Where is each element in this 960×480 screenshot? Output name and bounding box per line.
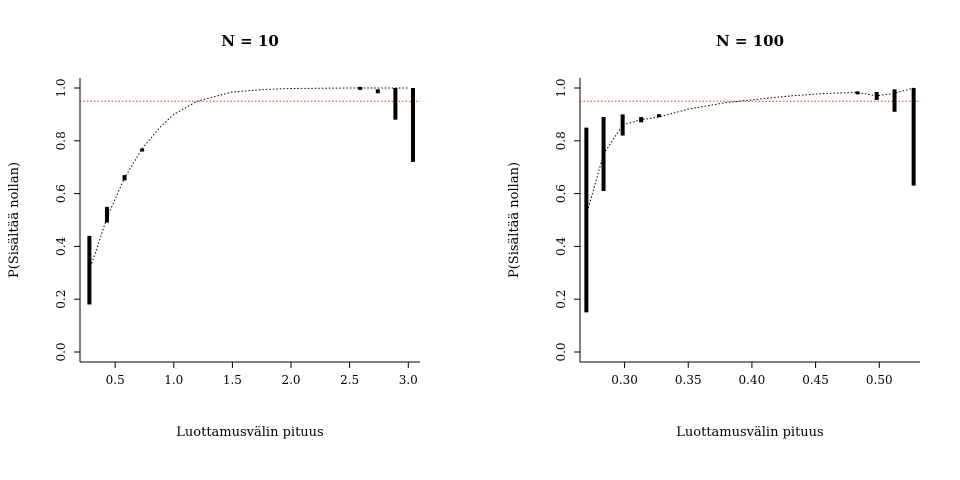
- x-tick-label: 0.30: [611, 373, 638, 387]
- y-tick-label: 0.8: [554, 131, 568, 150]
- y-tick-label: 0.4: [54, 236, 68, 255]
- chart-title: N = 100: [716, 32, 784, 50]
- x-tick-label: 2.5: [340, 373, 359, 387]
- series-curve: [585, 87, 914, 215]
- y-tick-label: 0.8: [54, 131, 68, 150]
- x-tick-label: 2.0: [281, 373, 300, 387]
- chart-panel-2: N = 100 0.30 0.35 0.40 0.45 0.50 0.0 0.2 0.4 0.6 0…: [507, 32, 920, 440]
- x-tick-label: 1.5: [223, 373, 242, 387]
- x-tick-label: 0.35: [675, 373, 702, 387]
- chart-panel-1: N = 10 0.5 1.0 1.5 2.0 2.5 3.0 0.0 0.2 0.4 0.6 0.8 1…: [7, 32, 420, 440]
- x-tick-label: 0.5: [106, 373, 125, 387]
- x-axis-label: Luottamusvälin pituus: [176, 425, 323, 440]
- y-tick-label: 0.2: [54, 290, 68, 309]
- y-tick-label: 0.6: [554, 184, 568, 203]
- y-axis-label: P(Sisältää nollan): [7, 162, 22, 278]
- x-tick-label: 0.50: [866, 373, 893, 387]
- x-tick-label: 1.0: [164, 373, 183, 387]
- x-axis-label: Luottamusvälin pituus: [676, 425, 823, 440]
- y-tick-label: 0.6: [54, 184, 68, 203]
- chart-title: N = 10: [221, 32, 279, 50]
- x-tick-label: 3.0: [399, 373, 418, 387]
- y-tick-label: 0.0: [54, 342, 68, 361]
- y-tick-label: 1.0: [54, 78, 68, 97]
- y-tick-label: 0.4: [554, 236, 568, 255]
- x-tick-label: 0.45: [802, 373, 829, 387]
- y-tick-label: 0.2: [554, 290, 568, 309]
- y-axis-label: P(Sisältää nollan): [507, 162, 522, 278]
- y-tick-label: 1.0: [554, 78, 568, 97]
- series-curve: [88, 87, 409, 271]
- x-tick-label: 0.40: [739, 373, 766, 387]
- y-tick-label: 0.0: [554, 342, 568, 361]
